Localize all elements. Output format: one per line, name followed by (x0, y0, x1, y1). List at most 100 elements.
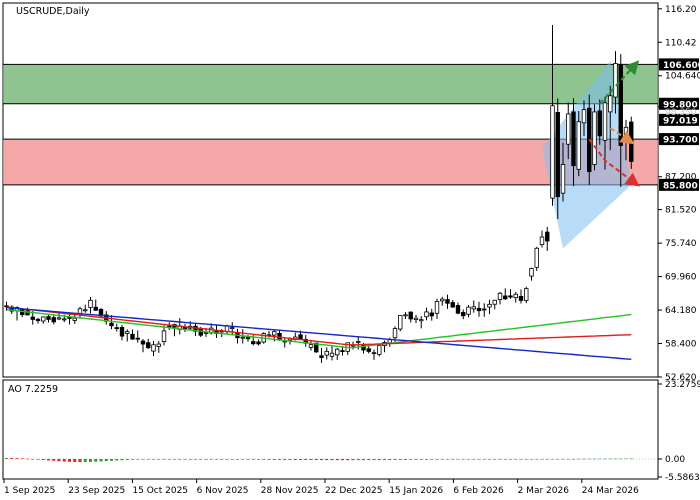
candle-body (140, 340, 146, 345)
ao-bar (5, 458, 8, 459)
ao-bar (162, 458, 166, 460)
ao-bar (188, 458, 192, 460)
ao-bar (608, 458, 612, 460)
candle-body (450, 302, 455, 308)
ao-bar (320, 458, 323, 461)
x-tick-label: 2 Mar 2026 (518, 486, 570, 496)
candle-body (77, 308, 83, 314)
ao-bar (293, 458, 297, 460)
ao-bar (257, 458, 260, 460)
ao-bar (241, 458, 245, 460)
y-tick-label: 81.520 (665, 206, 697, 216)
ao-bar (498, 458, 502, 460)
ao-bar (267, 458, 271, 460)
candle-body (366, 348, 371, 352)
candle-body (466, 306, 471, 315)
ao-bar (26, 458, 29, 460)
level-tag-value: 93.700 (663, 136, 698, 146)
ao-bar (31, 458, 35, 460)
candle-body (476, 307, 482, 312)
candle-body (335, 348, 340, 356)
candle-body (592, 111, 597, 165)
ao-bar (94, 458, 98, 462)
x-tick-label: 24 Mar 2026 (582, 486, 639, 496)
ao-bar (430, 458, 434, 460)
candle-body (555, 111, 560, 198)
ao-bar (236, 458, 239, 460)
candle-body (324, 350, 329, 356)
ao-panel-frame (2, 379, 659, 480)
ao-bar (125, 458, 129, 460)
ao-bar (351, 458, 355, 461)
ao-bar (183, 458, 187, 460)
ao-bar (251, 458, 255, 460)
candle-body (41, 316, 46, 322)
candle-body (88, 299, 93, 308)
candle-body (419, 319, 424, 322)
candle-body (571, 111, 576, 167)
ao-bar (194, 458, 197, 460)
ao-bar (377, 458, 381, 461)
candle-body (539, 236, 545, 246)
candle-body (51, 317, 56, 323)
candle-body (356, 340, 361, 343)
ao-bar (587, 458, 591, 460)
candle-body (319, 355, 324, 358)
ao-bar (78, 458, 82, 463)
candle-body (119, 327, 125, 337)
x-tick-label: 15 Oct 2025 (132, 486, 188, 496)
y-tick-label: 87.200 (665, 173, 697, 183)
candle-body (151, 344, 156, 352)
candle-body (618, 64, 623, 146)
candle-body (471, 306, 476, 310)
ao-bar (503, 458, 507, 460)
level-tag-bg (659, 133, 699, 146)
ao-bar (10, 458, 14, 459)
ao-bar (482, 458, 486, 460)
ao-bar (472, 458, 476, 460)
ao-bar (561, 458, 565, 460)
ao-y-tick-label: 0.00 (665, 455, 685, 465)
ao-bar (283, 458, 287, 460)
ao-bar (141, 458, 145, 460)
ao-bar (52, 458, 56, 461)
candle-body (114, 327, 119, 330)
candle-body (314, 342, 319, 353)
ao-bar (556, 458, 560, 460)
ao-bar (178, 458, 182, 460)
ao-bar (598, 458, 602, 460)
forecast-arrow-2 (609, 127, 635, 145)
ao-bar (309, 458, 313, 460)
candle-body (109, 322, 114, 327)
ma-mid-line (6, 306, 632, 346)
y-tick-label: 75.740 (665, 239, 697, 249)
candle-body (72, 317, 77, 321)
ao-bar (136, 458, 140, 460)
ao-bar (629, 458, 633, 460)
ao-bar (362, 458, 365, 461)
level-tag-bg (659, 58, 699, 71)
candle-body (251, 341, 256, 345)
level-tag-value: 106.600 (663, 61, 700, 71)
candle-body (135, 337, 140, 340)
candle-body (198, 328, 203, 336)
ao-bar (624, 458, 628, 460)
ao-bar (519, 458, 523, 460)
ao-bar (47, 458, 50, 461)
ao-bar (383, 458, 386, 460)
candle-body (550, 105, 555, 199)
ao-bar (325, 458, 329, 461)
x-tick-label: 6 Nov 2025 (197, 486, 249, 496)
level-tag-bg (659, 178, 699, 191)
candle-body (492, 299, 497, 305)
candle-body (398, 314, 403, 330)
ao-bar (20, 458, 24, 459)
ao-bar (204, 458, 208, 460)
candle-body (125, 331, 130, 334)
ao-bar (440, 458, 444, 460)
x-tick-label: 15 Jan 2026 (389, 486, 443, 496)
candle-body (424, 311, 429, 318)
candle-body (272, 331, 277, 336)
ao-bar (335, 458, 339, 461)
